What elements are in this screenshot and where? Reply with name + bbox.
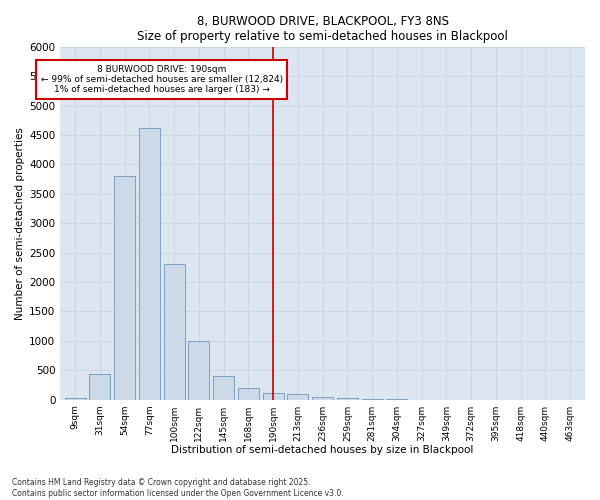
Bar — [238, 388, 259, 400]
X-axis label: Distribution of semi-detached houses by size in Blackpool: Distribution of semi-detached houses by … — [172, 445, 474, 455]
Bar — [287, 394, 308, 400]
Bar — [263, 393, 284, 400]
Bar — [337, 398, 358, 400]
Title: 8, BURWOOD DRIVE, BLACKPOOL, FY3 8NS
Size of property relative to semi-detached : 8, BURWOOD DRIVE, BLACKPOOL, FY3 8NS Siz… — [137, 15, 508, 43]
Y-axis label: Number of semi-detached properties: Number of semi-detached properties — [15, 127, 25, 320]
Text: Contains HM Land Registry data © Crown copyright and database right 2025.
Contai: Contains HM Land Registry data © Crown c… — [12, 478, 344, 498]
Bar — [312, 396, 333, 400]
Bar — [188, 341, 209, 400]
Bar — [139, 128, 160, 400]
Bar — [114, 176, 135, 400]
Bar — [164, 264, 185, 400]
Bar — [213, 376, 234, 400]
Bar — [89, 374, 110, 400]
Text: 8 BURWOOD DRIVE: 190sqm
← 99% of semi-detached houses are smaller (12,824)
1% of: 8 BURWOOD DRIVE: 190sqm ← 99% of semi-de… — [41, 64, 283, 94]
Bar — [65, 398, 86, 400]
